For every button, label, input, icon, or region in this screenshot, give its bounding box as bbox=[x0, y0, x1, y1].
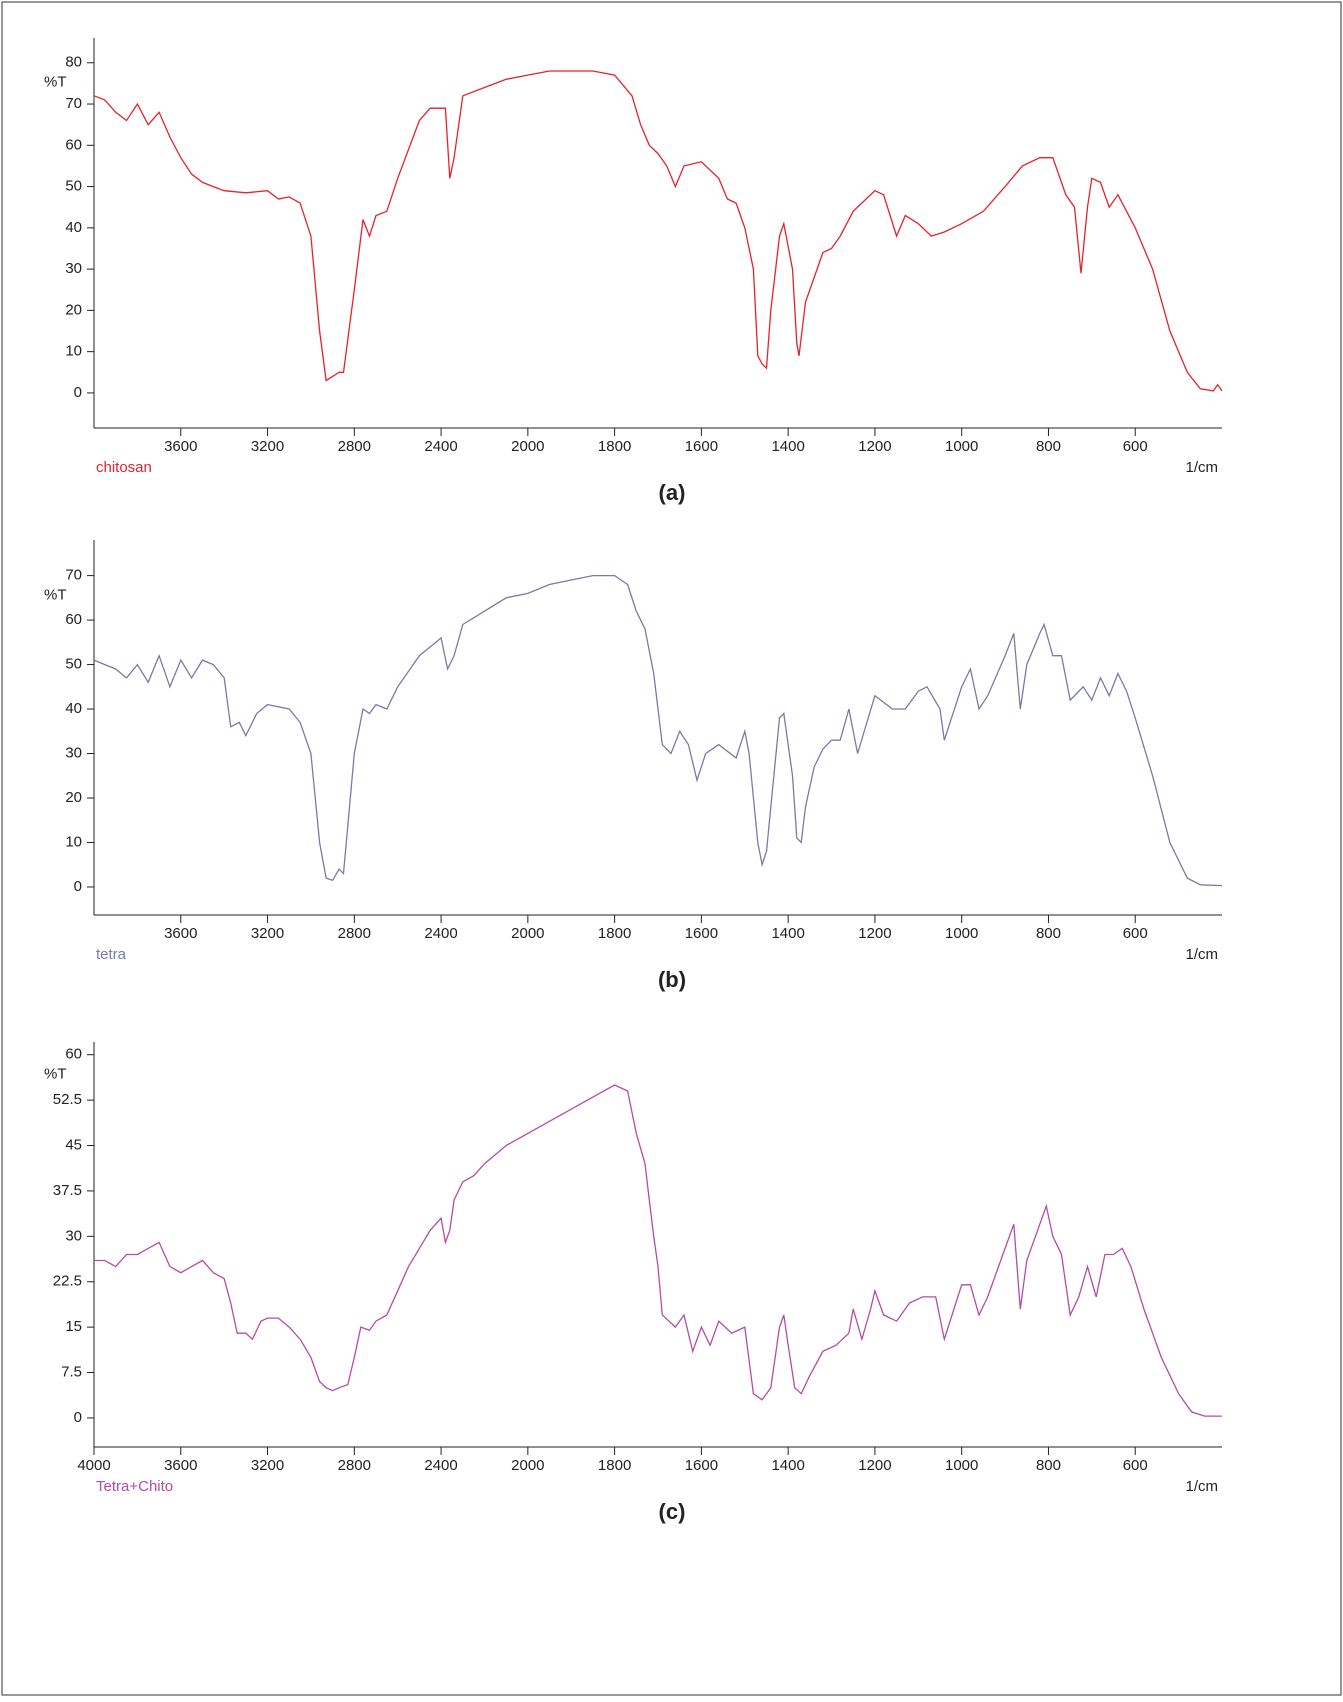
y-tick-label: 80 bbox=[65, 54, 82, 71]
x-tick-label: 2400 bbox=[424, 925, 457, 942]
x-tick-label: 1800 bbox=[598, 925, 631, 942]
x-tick-label: 1600 bbox=[685, 438, 718, 455]
x-tick-label: 800 bbox=[1036, 925, 1061, 942]
y-tick-label: 70 bbox=[65, 567, 82, 584]
x-tick-label: 1800 bbox=[598, 438, 631, 455]
x-tick-label: 600 bbox=[1123, 925, 1148, 942]
y-tick-label: 22.5 bbox=[53, 1273, 82, 1290]
x-tick-label: 3200 bbox=[251, 438, 284, 455]
y-axis-label: %T bbox=[44, 587, 67, 604]
x-tick-label: 2000 bbox=[511, 1457, 544, 1474]
panel-caption: (c) bbox=[659, 1499, 686, 1524]
y-tick-label: 30 bbox=[65, 260, 82, 277]
y-tick-label: 15 bbox=[65, 1318, 82, 1335]
panel-caption: (a) bbox=[659, 480, 686, 505]
x-tick-label: 2800 bbox=[338, 438, 371, 455]
x-tick-label: 1200 bbox=[858, 1457, 891, 1474]
x-tick-label: 1400 bbox=[771, 1457, 804, 1474]
x-tick-label: 600 bbox=[1123, 1457, 1148, 1474]
x-tick-label: 1000 bbox=[945, 1457, 978, 1474]
spectrum-line bbox=[94, 1084, 1222, 1417]
x-tick-label: 1800 bbox=[598, 1457, 631, 1474]
x-tick-label: 600 bbox=[1123, 438, 1148, 455]
x-tick-label: 2000 bbox=[511, 925, 544, 942]
y-tick-label: 52.5 bbox=[53, 1091, 82, 1108]
y-axis-label: %T bbox=[44, 74, 67, 91]
y-tick-label: 10 bbox=[65, 833, 82, 850]
y-tick-label: 0 bbox=[74, 384, 82, 401]
x-tick-label: 1200 bbox=[858, 925, 891, 942]
series-name: chitosan bbox=[96, 459, 152, 476]
y-tick-label: 60 bbox=[65, 1046, 82, 1063]
x-tick-label: 3200 bbox=[251, 1457, 284, 1474]
x-tick-label: 1600 bbox=[685, 925, 718, 942]
x-tick-label: 800 bbox=[1036, 438, 1061, 455]
y-tick-label: 30 bbox=[65, 1227, 82, 1244]
y-tick-label: 37.5 bbox=[53, 1182, 82, 1199]
x-tick-label: 1000 bbox=[945, 438, 978, 455]
x-tick-label: 800 bbox=[1036, 1457, 1061, 1474]
y-tick-label: 60 bbox=[65, 136, 82, 153]
y-tick-label: 50 bbox=[65, 178, 82, 195]
x-tick-label: 1400 bbox=[771, 925, 804, 942]
panel-caption: (b) bbox=[658, 967, 686, 992]
spectrum-line bbox=[93, 574, 1223, 887]
series-name: tetra bbox=[96, 946, 127, 963]
x-tick-label: 3600 bbox=[164, 438, 197, 455]
y-tick-label: 50 bbox=[65, 656, 82, 673]
y-tick-label: 60 bbox=[65, 611, 82, 628]
y-tick-label: 0 bbox=[74, 878, 82, 895]
x-tick-label: 1600 bbox=[685, 1457, 718, 1474]
x-axis-label: 1/cm bbox=[1185, 459, 1218, 476]
x-axis-label: 1/cm bbox=[1185, 946, 1218, 963]
x-tick-label: 2800 bbox=[338, 925, 371, 942]
x-tick-label: 3600 bbox=[164, 925, 197, 942]
y-tick-label: 7.5 bbox=[61, 1364, 82, 1381]
x-tick-label: 1400 bbox=[771, 438, 804, 455]
y-tick-label: 45 bbox=[65, 1136, 82, 1153]
series-name: Tetra+Chito bbox=[96, 1478, 173, 1495]
x-tick-label: 2000 bbox=[511, 438, 544, 455]
x-tick-label: 2400 bbox=[424, 438, 457, 455]
spectrum-line bbox=[93, 70, 1223, 392]
x-tick-label: 3200 bbox=[251, 925, 284, 942]
y-tick-label: 0 bbox=[74, 1409, 82, 1426]
y-tick-label: 40 bbox=[65, 219, 82, 236]
y-tick-label: 20 bbox=[65, 789, 82, 806]
y-axis-label: %T bbox=[44, 1066, 67, 1083]
x-tick-label: 3600 bbox=[164, 1457, 197, 1474]
x-tick-label: 1200 bbox=[858, 438, 891, 455]
x-tick-label: 1000 bbox=[945, 925, 978, 942]
x-tick-label: 2400 bbox=[424, 1457, 457, 1474]
y-tick-label: 10 bbox=[65, 343, 82, 360]
y-tick-label: 20 bbox=[65, 301, 82, 318]
x-axis-label: 1/cm bbox=[1185, 1478, 1218, 1495]
x-tick-label: 2800 bbox=[338, 1457, 371, 1474]
y-tick-label: 30 bbox=[65, 744, 82, 761]
y-tick-label: 40 bbox=[65, 700, 82, 717]
y-tick-label: 70 bbox=[65, 95, 82, 112]
x-tick-label: 4000 bbox=[77, 1457, 110, 1474]
